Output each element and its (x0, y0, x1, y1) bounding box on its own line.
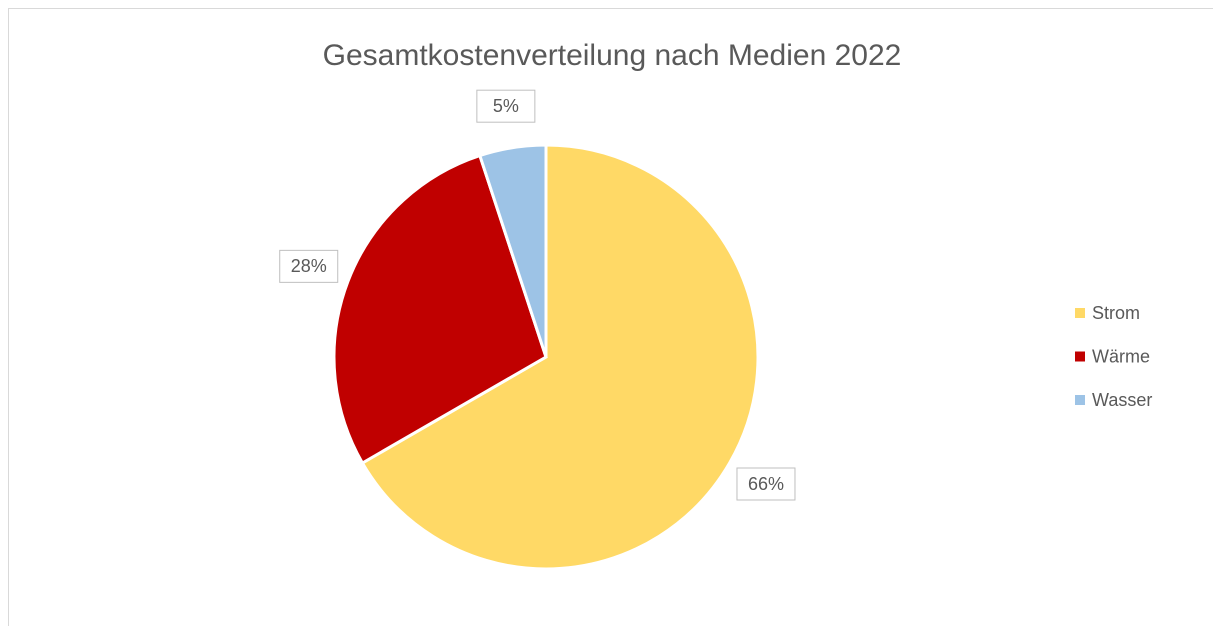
pie-slice (477, 143, 548, 358)
legend-swatch (1075, 308, 1085, 318)
pie-slice (332, 153, 548, 466)
data-label-box (476, 89, 536, 123)
data-label: 5% (493, 96, 519, 116)
data-label-box (736, 467, 796, 501)
data-label-box (279, 249, 339, 283)
legend-label: Strom (1092, 303, 1140, 323)
chart-title: Gesamtkostenverteilung nach Medien 2022 (323, 39, 902, 72)
legend-label: Wärme (1092, 346, 1150, 366)
data-label: 66% (748, 474, 784, 494)
legend-label: Wasser (1092, 390, 1152, 410)
pie-slice (360, 143, 760, 571)
legend-swatch (1075, 351, 1085, 362)
legend-swatch (1075, 395, 1085, 405)
data-label: 28% (291, 256, 327, 276)
